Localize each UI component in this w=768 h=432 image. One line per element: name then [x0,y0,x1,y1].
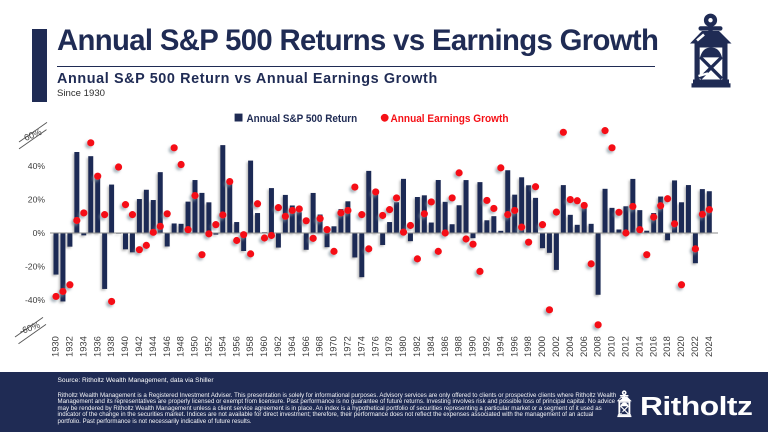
svg-text:-60%: -60% [18,320,41,337]
svg-text:2016: 2016 [647,336,658,357]
svg-text:2008: 2008 [592,336,603,357]
svg-text:1984: 1984 [425,336,436,357]
svg-text:1976: 1976 [369,336,380,357]
svg-text:1970: 1970 [328,336,339,357]
svg-text:60%: 60% [23,127,43,143]
svg-text:1988: 1988 [453,336,464,357]
svg-text:1946: 1946 [161,336,172,357]
svg-text:2020: 2020 [675,336,686,357]
svg-text:40%: 40% [28,161,46,171]
svg-text:Annual S&P 500 Return: Annual S&P 500 Return [247,113,358,125]
svg-text:2006: 2006 [578,336,589,357]
svg-text:2012: 2012 [620,336,631,357]
svg-text:1938: 1938 [105,336,116,357]
svg-text:1996: 1996 [508,336,519,357]
svg-text:1958: 1958 [244,336,255,357]
svg-text:1972: 1972 [342,336,353,357]
svg-text:-20%: -20% [25,261,45,271]
svg-text:1980: 1980 [397,336,408,357]
svg-text:-40%: -40% [25,295,45,305]
svg-text:20%: 20% [28,195,46,205]
svg-text:1992: 1992 [481,336,492,357]
svg-text:2000: 2000 [536,336,547,357]
svg-text:1998: 1998 [522,336,533,357]
svg-text:1936: 1936 [91,336,102,357]
svg-text:1948: 1948 [175,336,186,357]
svg-text:1956: 1956 [230,336,241,357]
svg-text:1994: 1994 [494,336,505,357]
svg-text:1966: 1966 [300,336,311,357]
svg-text:1952: 1952 [203,336,214,357]
svg-text:1960: 1960 [258,336,269,357]
svg-text:1942: 1942 [133,336,144,357]
svg-text:Annual Earnings Growth: Annual Earnings Growth [391,113,509,125]
svg-text:0%: 0% [33,228,46,238]
svg-text:2014: 2014 [633,336,644,357]
svg-text:1950: 1950 [189,336,200,357]
svg-text:2004: 2004 [564,336,575,357]
svg-text:1964: 1964 [286,336,297,357]
svg-text:1944: 1944 [147,336,158,357]
svg-text:1978: 1978 [383,336,394,357]
svg-text:2018: 2018 [661,336,672,357]
svg-text:1940: 1940 [119,336,130,357]
svg-text:1934: 1934 [77,336,88,357]
svg-text:1982: 1982 [411,336,422,357]
svg-text:1990: 1990 [467,336,478,357]
svg-text:1962: 1962 [272,336,283,357]
svg-text:1954: 1954 [216,336,227,357]
svg-text:2002: 2002 [550,336,561,357]
svg-text:1986: 1986 [439,336,450,357]
svg-text:2010: 2010 [606,336,617,357]
svg-text:2022: 2022 [689,336,700,357]
svg-text:1932: 1932 [64,336,75,357]
svg-text:2024: 2024 [703,336,714,357]
svg-text:1974: 1974 [355,336,366,357]
svg-text:1930: 1930 [50,336,61,357]
svg-text:1968: 1968 [314,336,325,357]
